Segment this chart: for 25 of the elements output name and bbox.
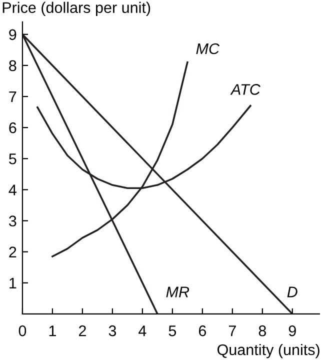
x-tick-label: 2 (78, 325, 86, 336)
y-tick-label: 8 (9, 60, 16, 72)
y-tick-label: 5 (9, 154, 16, 164)
series-label: D (287, 286, 298, 298)
series-label: MR (166, 286, 190, 298)
y-tick-label: 9 (9, 29, 16, 40)
x-tick-label: 8 (258, 325, 266, 336)
x-tick-label: 3 (108, 325, 116, 336)
y-tick-label: 7 (9, 92, 16, 102)
series-label: ATC (230, 84, 260, 95)
y-tick-label: 3 (9, 216, 16, 226)
series-label: MC (196, 43, 220, 54)
x-axis-title: Quantity (units) (218, 344, 320, 358)
x-tick-label: 1 (49, 326, 56, 336)
y-tick-label: 2 (9, 246, 16, 258)
x-tick-label: 9 (288, 325, 296, 336)
x-tick-label: 0 (18, 325, 26, 336)
y-tick-label: 6 (9, 122, 16, 134)
y-tick-label: 1 (10, 278, 16, 288)
x-tick-label: 7 (228, 326, 236, 336)
x-tick-label: 5 (168, 326, 176, 336)
x-tick-label: 6 (198, 325, 206, 336)
y-tick-label: 4 (8, 184, 16, 196)
y-axis-title: Price (dollars per unit) (2, 2, 150, 16)
x-tick-label: 4 (138, 326, 146, 336)
